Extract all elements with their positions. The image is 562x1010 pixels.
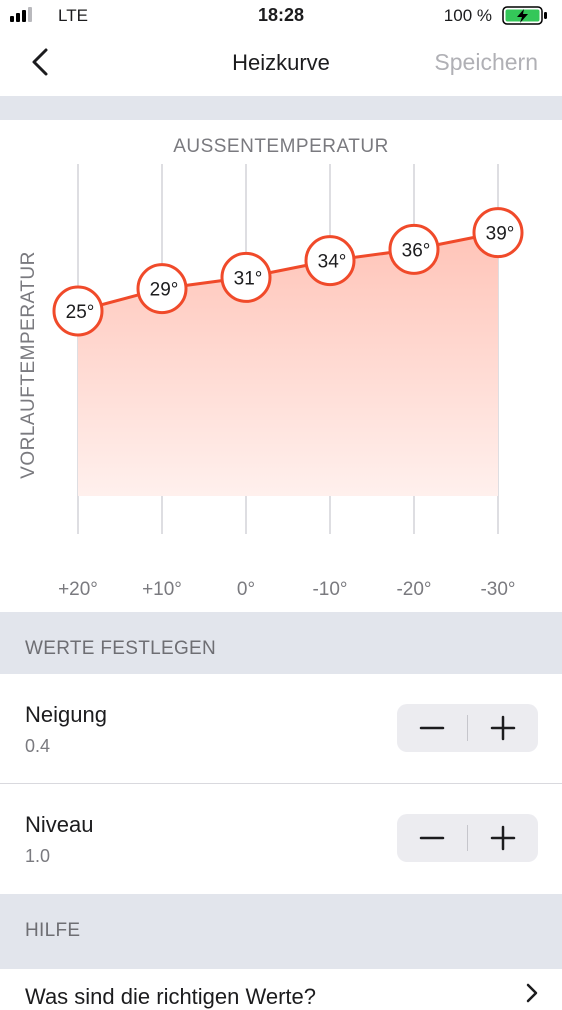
carrier-label: LTE	[58, 6, 88, 25]
curve-point[interactable]: 39°	[472, 207, 524, 259]
section-header-values-label: WERTE FESTLEGEN	[25, 638, 217, 659]
row-divider	[0, 783, 562, 784]
heating-curve-svg: AUSSENTEMPERATUR VORLAUFTEMPERATUR 25° 29…	[18, 136, 524, 600]
x-tick-label: -20°	[396, 579, 431, 600]
curve-point-circle[interactable]	[220, 251, 272, 303]
section-separator	[0, 96, 562, 120]
curve-point-circle[interactable]	[52, 285, 104, 337]
x-tick-label: +20°	[58, 579, 98, 600]
curve-point[interactable]: 31°	[220, 251, 272, 303]
increment-button[interactable]	[468, 814, 538, 862]
x-tick-label: +10°	[142, 579, 182, 600]
neigung-stepper[interactable]	[397, 704, 538, 752]
curve-point[interactable]: 29°	[136, 263, 188, 315]
curve-point-label: 31°	[234, 268, 263, 289]
decrement-button[interactable]	[397, 704, 467, 752]
setting-title: Niveau	[25, 812, 94, 837]
chart-title: AUSSENTEMPERATUR	[173, 136, 389, 157]
y-axis-label: VORLAUFTEMPERATUR	[18, 251, 39, 479]
curve-point-circle[interactable]	[304, 235, 356, 287]
heating-curve-chart: AUSSENTEMPERATUR VORLAUFTEMPERATUR 25° 29…	[0, 120, 562, 612]
section-header-help-label: HILFE	[25, 920, 81, 941]
navigation-bar: Heizkurve Speichern	[0, 32, 562, 96]
decrement-button[interactable]	[397, 814, 467, 862]
curve-point-label: 39°	[486, 224, 515, 245]
setting-value: 1.0	[25, 846, 51, 866]
status-time: 18:28	[257, 5, 305, 25]
x-tick-label: 0°	[237, 579, 255, 600]
curve-point[interactable]: 34°	[304, 235, 356, 287]
save-button[interactable]: Speichern	[434, 49, 538, 75]
setting-row-niveau: Niveau 1.0	[0, 784, 562, 894]
curve-point-label: 25°	[66, 302, 95, 323]
curve-point-label: 34°	[318, 252, 347, 273]
help-item[interactable]: Was sind die richtigen Werte?	[0, 969, 562, 1009]
increment-button[interactable]	[468, 704, 538, 752]
curve-point-circle[interactable]	[136, 263, 188, 315]
curve-point[interactable]: 25°	[52, 285, 104, 337]
niveau-stepper[interactable]	[397, 814, 538, 862]
battery-charging-icon	[502, 6, 547, 25]
x-tick-label: -10°	[312, 579, 347, 600]
help-item-label: Was sind die richtigen Werte?	[25, 984, 317, 1009]
back-button[interactable]	[22, 42, 62, 82]
curve-point-circle[interactable]	[388, 223, 440, 275]
page-title: Heizkurve	[232, 50, 330, 75]
x-tick-label: -30°	[480, 579, 515, 600]
curve-point-circle[interactable]	[472, 207, 524, 259]
section-header-values: WERTE FESTLEGEN	[0, 612, 562, 674]
stepper-divider	[467, 825, 468, 851]
curve-point-label: 29°	[150, 280, 179, 301]
chevron-right-icon	[526, 983, 538, 1003]
section-header-help: HILFE	[0, 894, 562, 969]
battery-percent: 100 %	[443, 6, 492, 25]
curve-point[interactable]: 36°	[388, 223, 440, 275]
curve-point-label: 36°	[402, 240, 431, 261]
setting-title: Neigung	[25, 702, 107, 727]
signal-icon	[10, 6, 36, 22]
stepper-divider	[467, 715, 468, 741]
setting-row-neigung: Neigung 0.4	[0, 674, 562, 783]
status-bar: LTE 18:28 100 %	[0, 0, 562, 32]
setting-value: 0.4	[25, 736, 51, 756]
curve-area-fill	[78, 232, 498, 496]
